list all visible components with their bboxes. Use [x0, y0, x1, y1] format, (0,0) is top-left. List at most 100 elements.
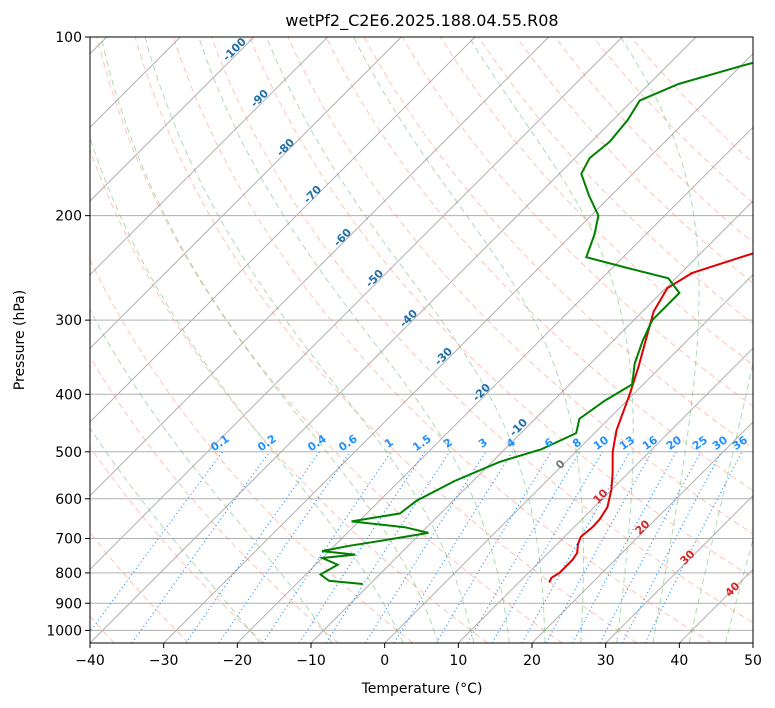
y-tick-label: 500 [55, 445, 82, 461]
isotherm-line [163, 52, 753, 643]
isotherm-line [384, 273, 753, 643]
y-tick-label: 1000 [46, 623, 82, 639]
dry-adiabat-line [325, 37, 753, 492]
mixing-ratio-line [218, 451, 351, 643]
mixing-ratio-line [364, 451, 487, 643]
mixing-ratio-label: 8 [570, 436, 584, 451]
dry-adiabat-label: -30 [432, 345, 455, 368]
isotherm-line [90, 37, 697, 643]
dry-adiabat-label: -100 [220, 35, 249, 64]
dry-adiabat-line [439, 37, 753, 366]
moist-adiabat-line [468, 37, 634, 643]
plot-frame [89, 36, 754, 644]
moist-adiabat-line [90, 136, 404, 643]
isotherm-line [457, 347, 753, 643]
dry-adiabat-line [249, 37, 753, 579]
dry-adiabat-label: -10 [507, 416, 530, 439]
y-tick-label: 300 [55, 313, 82, 329]
mixing-ratio-line [545, 451, 653, 643]
y-tick-label: 400 [55, 387, 82, 403]
x-tick-label: 50 [744, 653, 762, 669]
isotherm-line [90, 37, 329, 276]
mixing-ratio-line [185, 451, 321, 643]
y-tick-label: 900 [55, 596, 82, 612]
dry-adiabat-line [90, 258, 414, 643]
dry-adiabat-line [90, 148, 488, 643]
dry-adiabat-line [172, 37, 712, 643]
isotherm-line [236, 126, 753, 643]
moist-adiabat-line [353, 37, 584, 643]
moist-adiabat-label: 30 [678, 547, 698, 567]
dewpoint-line [318, 61, 753, 585]
dry-adiabat-label: -70 [301, 183, 324, 206]
dry-adiabat-label: -50 [363, 267, 386, 290]
x-tick-label: −40 [75, 653, 105, 669]
dry-adiabat-label: -80 [274, 136, 297, 159]
moist-adiabat-line [620, 37, 700, 643]
dry-adiabat-line [516, 37, 753, 284]
mixing-ratio-line [262, 451, 392, 643]
mixing-ratio-label: 25 [690, 433, 710, 452]
dry-adiabat-label: -40 [397, 307, 420, 330]
moist-adiabat-line [725, 537, 753, 643]
y-tick-label: 800 [55, 566, 82, 582]
mixing-ratio-line [325, 451, 451, 643]
chart-title: wetPf2_C2E6.2025.188.04.55.R08 [285, 11, 558, 31]
mixing-ratio-label: 3 [476, 436, 490, 451]
line-labels: -100-90-80-70-60-50-40-30-20-100.1 0.2 0.4… [208, 35, 750, 600]
mixing-ratio-label: 16 [640, 433, 660, 453]
x-tick-label: 10 [449, 653, 467, 669]
isotherm-line [90, 37, 623, 571]
isotherm-line [605, 494, 753, 643]
isotherm-line [752, 642, 753, 643]
moist-adiabat-line [198, 37, 510, 643]
mixing-ratio-line [572, 451, 677, 643]
dry-adiabat-line [134, 37, 638, 643]
mixing-ratio-line [298, 451, 426, 643]
moist-adiabat-label: 0 [553, 457, 568, 472]
x-axis-ticks: −40 −30 −20 −10 0 10 20 30 40 50 [75, 643, 762, 669]
dry-adiabat-line [90, 355, 339, 643]
mixing-ratio-label: 20 [664, 433, 684, 453]
y-axis-label: Pressure (hPa) [12, 290, 28, 390]
y-tick-label: 200 [55, 209, 82, 225]
x-axis-label: Temperature (°C) [361, 681, 483, 697]
dry-adiabat-line [287, 37, 753, 535]
profile-lines [318, 61, 753, 585]
x-tick-label: 0 [380, 653, 389, 669]
x-tick-label: 30 [597, 653, 615, 669]
dry-adiabat-label: -90 [248, 87, 271, 110]
y-tick-label: 600 [55, 492, 82, 508]
moist-adiabat-line [265, 37, 546, 643]
mixing-ratio-line [393, 451, 513, 643]
mixing-ratio-label: 0.2 [255, 432, 278, 454]
x-tick-label: −20 [223, 653, 253, 669]
dry-adiabat-line [90, 531, 190, 643]
isotherm-line [90, 37, 402, 350]
dry-adiabat-line [90, 445, 264, 643]
y-tick-label: 100 [55, 30, 82, 46]
isotherm-line [90, 37, 550, 497]
moist-adiabat-line [90, 427, 261, 643]
mixing-ratio-line [435, 451, 552, 643]
isotherm-line [90, 37, 476, 423]
moist-adiabat-line [90, 308, 333, 643]
mixing-ratio-label: 30 [710, 433, 730, 453]
y-axis-ticks: 100 200 300 400 500 600 700 800 900 1000 [46, 30, 90, 639]
x-tick-label: −10 [296, 653, 326, 669]
isotherm-line [678, 568, 753, 643]
temperature-line [548, 252, 753, 583]
mixing-ratio-label: 0.1 [208, 432, 231, 454]
mixing-ratio-line [599, 451, 702, 643]
x-tick-label: −30 [149, 653, 179, 669]
dry-adiabat-line [96, 37, 563, 643]
background-lines [90, 37, 753, 643]
x-tick-label: 20 [523, 653, 541, 669]
dry-adiabat-line [554, 37, 753, 244]
isotherm-line [531, 421, 753, 643]
moist-adiabat-label: 20 [633, 517, 653, 537]
mixing-ratio-label: 10 [591, 433, 611, 453]
isotherm-line [310, 200, 753, 643]
moist-adiabat-line [100, 37, 439, 643]
